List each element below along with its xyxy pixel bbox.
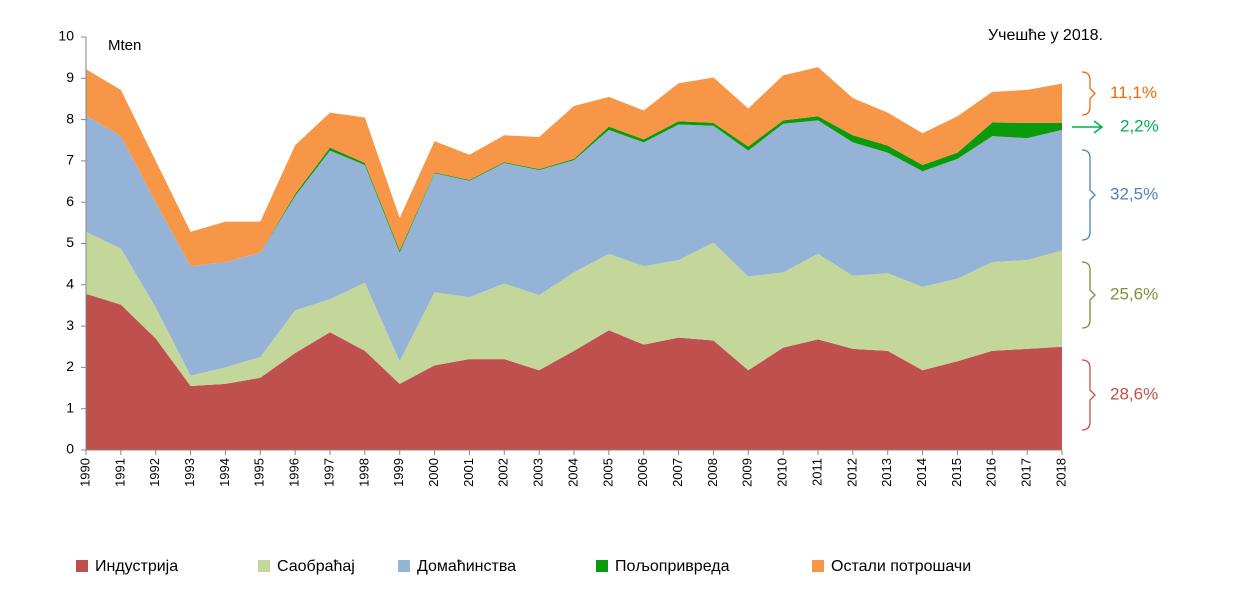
y-tick-label: 1 — [66, 399, 74, 415]
y-tick-label: 3 — [66, 317, 74, 333]
legend-swatch — [398, 560, 410, 572]
x-tick-label: 2000 — [426, 458, 441, 487]
x-tick-label: 1999 — [391, 458, 406, 487]
x-tick-label: 2014 — [914, 458, 929, 487]
legend-label: Домаћинства — [417, 558, 516, 575]
share-label: 11,1% — [1110, 83, 1157, 102]
y-tick-label: 9 — [66, 69, 74, 85]
x-tick-label: 1992 — [147, 458, 162, 487]
x-tick-label: 2004 — [565, 458, 580, 487]
area — [86, 293, 1062, 450]
x-tick-label: 2017 — [1019, 458, 1034, 487]
legend-swatch — [812, 560, 824, 572]
bracket — [1081, 71, 1096, 116]
legend-swatch — [76, 560, 88, 572]
arrow — [1072, 120, 1104, 134]
x-tick-label: 2013 — [879, 458, 894, 487]
x-tick-label: 1997 — [321, 458, 336, 487]
x-tick-label: 2012 — [844, 458, 859, 487]
x-tick-label: 1998 — [356, 458, 371, 487]
x-tick-label: 1995 — [252, 458, 267, 487]
y-tick-label: 7 — [66, 152, 74, 168]
y-tick-label: 6 — [66, 193, 74, 209]
area — [86, 67, 1062, 267]
legend-label: Остали потрошачи — [831, 558, 971, 575]
x-tick-label: 2003 — [531, 458, 546, 487]
x-tick-label: 1990 — [77, 458, 92, 487]
area — [86, 231, 1062, 386]
bracket — [1081, 261, 1096, 329]
share-label: 25,6% — [1110, 284, 1158, 303]
y-tick-label: 2 — [66, 358, 74, 374]
legend-label: Индустрија — [95, 558, 178, 575]
x-tick-label: 2008 — [705, 458, 720, 487]
bracket — [1081, 359, 1096, 431]
x-tick-label: 1993 — [182, 458, 197, 487]
legend-label: Саобраћај — [277, 558, 355, 575]
x-tick-label: 2015 — [949, 458, 964, 487]
x-tick-label: 2005 — [600, 458, 615, 487]
x-tick-label: 2001 — [461, 458, 476, 487]
share-label: 32,5% — [1110, 184, 1158, 203]
legend-swatch — [596, 560, 608, 572]
legend-label: Пољопривреда — [615, 558, 730, 575]
x-tick-label: 1991 — [112, 458, 127, 487]
share-label: 2,2% — [1120, 116, 1159, 135]
bracket — [1081, 149, 1096, 241]
unit-label: Mten — [108, 37, 141, 54]
x-tick-label: 2007 — [670, 458, 685, 487]
x-tick-label: 2016 — [984, 458, 999, 487]
share-label: 28,6% — [1110, 384, 1158, 403]
y-tick-label: 4 — [66, 276, 74, 292]
x-tick-label: 2010 — [775, 458, 790, 487]
share-title: Учешће у 2018. — [988, 27, 1103, 44]
y-tick-label: 8 — [66, 110, 74, 126]
x-tick-label: 2002 — [496, 458, 511, 487]
x-tick-label: 2009 — [740, 458, 755, 487]
x-tick-label: 1994 — [217, 458, 232, 487]
x-tick-label: 2011 — [809, 458, 824, 486]
x-tick-label: 1996 — [287, 458, 302, 487]
y-tick-label: 5 — [66, 234, 74, 250]
area — [86, 115, 1062, 376]
x-tick-label: 2018 — [1053, 458, 1068, 487]
y-tick-label: 0 — [66, 441, 74, 457]
y-tick-label: 10 — [58, 28, 74, 44]
legend-swatch — [258, 560, 270, 572]
x-tick-label: 2006 — [635, 458, 650, 487]
